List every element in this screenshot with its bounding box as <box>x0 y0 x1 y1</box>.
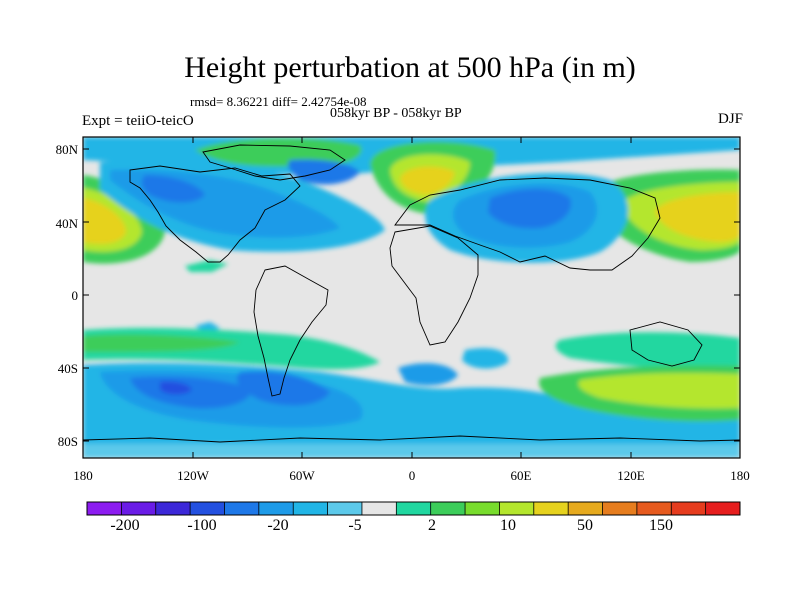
lat-tick-40s: 40S <box>57 361 78 376</box>
contour-region <box>185 260 228 272</box>
contour-region <box>578 372 740 409</box>
colorbar-swatch <box>705 502 741 515</box>
contour-region <box>400 166 455 195</box>
contour-region <box>141 175 205 203</box>
contour-region <box>555 332 740 372</box>
coastline-south-america <box>253 265 329 397</box>
lon-tick-60e: 60E <box>510 468 532 483</box>
colorbar-swatch <box>190 502 225 515</box>
colorbar-swatch <box>361 502 397 515</box>
colorbar-swatch <box>396 502 431 515</box>
tick-marks <box>83 137 740 458</box>
colorbar-swatch <box>327 502 363 515</box>
colorbar-frame <box>86 501 741 516</box>
lon-tick-60w: 60W <box>289 468 315 483</box>
contour-region <box>83 198 126 244</box>
lon-tick-120w: 120W <box>177 468 209 483</box>
season-label: DJF <box>717 111 743 127</box>
colorbar-label-8: 150 <box>649 517 673 534</box>
contour-region <box>462 348 509 369</box>
colorbar-swatch <box>671 502 706 515</box>
contour-region <box>398 363 458 386</box>
experiment-label: Expt = teiiO-teicO <box>82 113 194 129</box>
lon-tick-180w: 180 <box>73 468 93 483</box>
stats-line: rmsd= 8.36221 diff= 2.42754e-08 <box>190 94 367 109</box>
colorbar-swatch <box>293 502 328 515</box>
coastline-eurasia <box>394 177 661 271</box>
lat-tick-40n: 40N <box>55 216 78 231</box>
contour-region <box>83 444 740 458</box>
colorbar-swatch <box>224 502 260 515</box>
lat-tick-0: 0 <box>71 288 79 303</box>
coastline-australia <box>629 321 703 367</box>
coastline-north-america <box>129 165 301 263</box>
lon-tick-180e: 180 <box>730 468 750 483</box>
colorbar-swatch <box>121 502 157 515</box>
period-line: 058kyr BP - 058kyr BP <box>330 106 462 121</box>
colorbar-label-6: 10 <box>500 517 516 534</box>
coastline-greenland <box>202 144 346 181</box>
contour-region <box>655 192 740 242</box>
lon-tick-120e: 120E <box>617 468 645 483</box>
map-title: Height perturbation at 500 hPa (in m) <box>184 51 636 84</box>
colorbar-swatch <box>533 502 569 515</box>
colorbar-label-4: -5 <box>348 517 362 534</box>
contour-region <box>83 334 240 352</box>
colorbar-swatch <box>87 502 122 515</box>
coastline-antarctica <box>83 435 740 443</box>
lat-tick-80n: 80N <box>55 142 78 157</box>
contour-region <box>488 189 571 229</box>
colorbar-label-2: -100 <box>187 517 217 534</box>
colorbar-swatch <box>155 502 191 515</box>
lon-tick-0: 0 <box>408 468 416 483</box>
colorbar-swatch <box>602 502 638 515</box>
colorbar-label-3: -20 <box>267 517 289 534</box>
contour-region <box>236 370 330 406</box>
lat-tick-80s: 80S <box>57 434 78 449</box>
colorbar-swatch <box>258 502 294 515</box>
colorbar-label-5: 2 <box>428 517 436 534</box>
colorbar-swatch <box>568 502 603 515</box>
colorbar-swatch <box>430 502 466 515</box>
colorbar-label-1: -200 <box>110 517 140 534</box>
coastlines <box>83 144 740 443</box>
contour-field <box>83 137 740 458</box>
colorbar-swatch <box>636 502 672 515</box>
contour-region <box>160 381 192 395</box>
colorbar-label-7: 50 <box>577 517 593 534</box>
coastline-africa <box>389 225 479 346</box>
contour-region <box>288 159 360 185</box>
colorbar-swatch <box>499 502 535 515</box>
colorbar-swatch <box>465 502 500 515</box>
colorbar <box>86 501 741 516</box>
